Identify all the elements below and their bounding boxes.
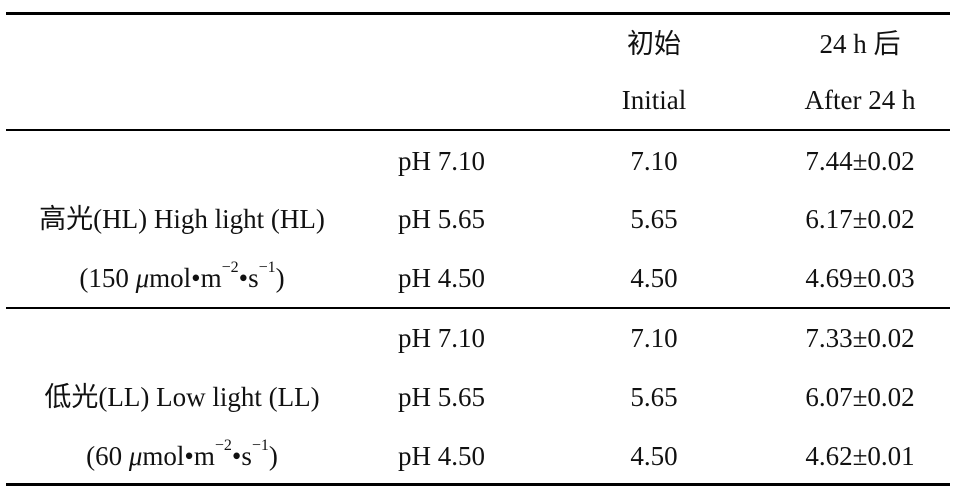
header-rule bbox=[6, 129, 950, 131]
after-cell: 7.33±0.02 bbox=[805, 323, 915, 353]
ph-cell: pH 7.10 bbox=[398, 323, 485, 353]
group-label-high-light: 高光(HL) High light (HL) bbox=[39, 204, 325, 234]
initial-cell: 7.10 bbox=[630, 323, 678, 353]
ph-cell: pH 7.10 bbox=[398, 146, 485, 176]
ph-cell: pH 5.65 bbox=[398, 382, 485, 412]
close-paren: ) bbox=[275, 263, 285, 293]
exponent-s: −1 bbox=[258, 259, 276, 276]
header-initial-cn: 初始 bbox=[627, 29, 681, 59]
group-intensity-low-light: (60 μmol•m−2•s−1) bbox=[86, 437, 278, 472]
unit-mol-m: mol•m bbox=[142, 441, 215, 471]
unit-s: •s bbox=[238, 263, 259, 293]
intensity-value: (150 bbox=[79, 263, 136, 293]
ph-cell: pH 5.65 bbox=[398, 204, 485, 234]
initial-cell: 4.50 bbox=[630, 441, 678, 471]
after-cell: 4.62±0.01 bbox=[805, 441, 915, 471]
group-intensity-high-light: (150 μmol•m−2•s−1) bbox=[79, 259, 285, 294]
after-cell: 4.69±0.03 bbox=[805, 263, 915, 293]
mu-symbol: μ bbox=[135, 263, 150, 293]
exponent-s: −1 bbox=[251, 437, 269, 454]
after-cell: 6.17±0.02 bbox=[805, 204, 915, 234]
exponent-m: −2 bbox=[214, 437, 232, 454]
initial-cell: 5.65 bbox=[630, 382, 678, 412]
group-label-low-light: 低光(LL) Low light (LL) bbox=[44, 382, 320, 412]
unit-s: •s bbox=[231, 441, 252, 471]
mu-symbol: μ bbox=[128, 441, 143, 471]
unit-mol-m: mol•m bbox=[149, 263, 222, 293]
after-cell: 6.07±0.02 bbox=[805, 382, 915, 412]
header-after-cn: 24 h 后 bbox=[819, 29, 901, 59]
ph-cell: pH 4.50 bbox=[398, 263, 485, 293]
initial-cell: 7.10 bbox=[630, 146, 678, 176]
header-initial-en: Initial bbox=[621, 85, 687, 115]
initial-cell: 4.50 bbox=[630, 263, 678, 293]
bottom-rule bbox=[6, 483, 950, 486]
close-paren: ) bbox=[268, 441, 278, 471]
ph-cell: pH 4.50 bbox=[398, 441, 485, 471]
header-after-en: After 24 h bbox=[804, 85, 916, 115]
top-rule bbox=[6, 12, 950, 15]
after-cell: 7.44±0.02 bbox=[805, 146, 915, 176]
group-divider-rule bbox=[6, 307, 950, 309]
intensity-value: (60 bbox=[86, 441, 129, 471]
initial-cell: 5.65 bbox=[630, 204, 678, 234]
exponent-m: −2 bbox=[221, 259, 239, 276]
